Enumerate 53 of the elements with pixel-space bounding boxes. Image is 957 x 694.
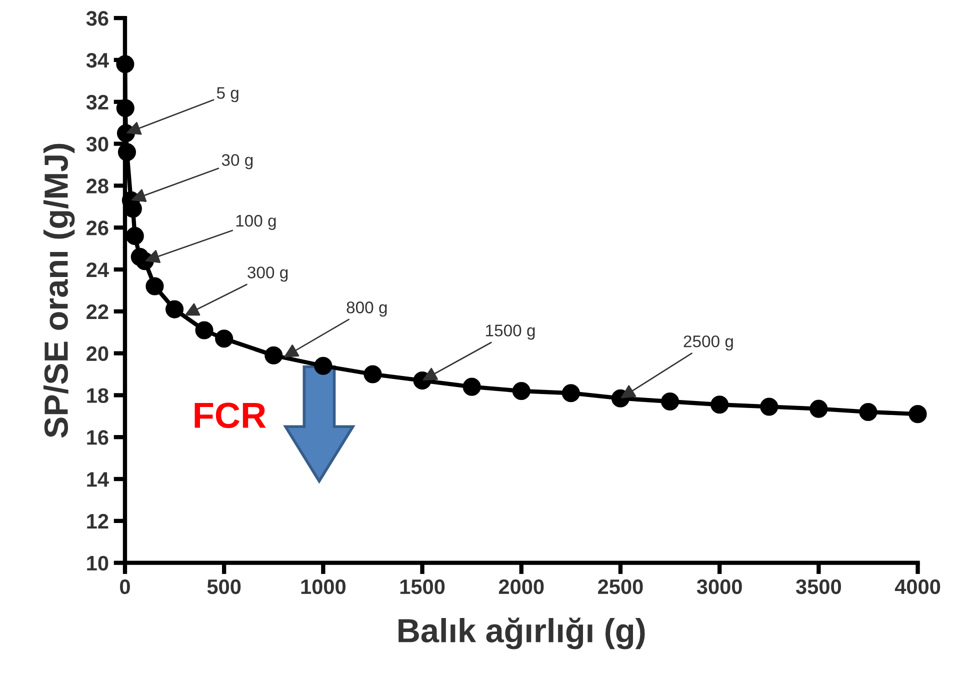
annotation: 300 g — [248, 266, 288, 282]
point — [116, 99, 134, 118]
point — [116, 55, 134, 74]
x-axis-title: Balık ağırlığı (g) — [398, 618, 645, 650]
x-tick-label: 500 — [207, 579, 241, 594]
x-tick-label: 1000 — [301, 579, 346, 594]
point — [126, 226, 144, 245]
point — [710, 396, 729, 414]
point — [810, 400, 828, 418]
x-tick-label: 1500 — [400, 579, 445, 594]
y-tick-label: 18 — [87, 388, 108, 403]
point — [512, 382, 530, 400]
point — [760, 398, 778, 416]
x-tick-label: 2000 — [498, 579, 544, 594]
point — [146, 277, 164, 296]
point — [195, 321, 214, 340]
x-tick-label: 3000 — [696, 579, 742, 594]
point — [660, 392, 680, 411]
point — [118, 143, 136, 162]
x-tick-label: 0 — [120, 579, 130, 594]
point — [264, 346, 283, 364]
x-tick-label: 2500 — [598, 579, 643, 594]
y-axis-title: SP/SE oranı (g/MJ) — [44, 144, 75, 438]
point — [562, 384, 580, 402]
annotation: 2500 g — [684, 335, 733, 351]
y-tick-label: 34 — [86, 52, 109, 68]
point — [462, 378, 481, 396]
annotation: 1500 g — [486, 324, 535, 340]
point — [364, 365, 382, 384]
y-tick-label: 28 — [86, 178, 108, 194]
y-tick-label: 26 — [86, 220, 108, 236]
annotation: FCR — [194, 402, 266, 428]
annotation: 5 g — [216, 87, 238, 102]
y-tick-label: 10 — [87, 556, 108, 571]
y-tick-label: 22 — [86, 304, 108, 319]
y-tick-label: 24 — [86, 262, 109, 278]
y-tick-label: 20 — [86, 346, 108, 362]
x-tick-label: 4000 — [894, 579, 940, 594]
y-tick-label: 30 — [86, 136, 108, 152]
point — [908, 405, 927, 424]
y-tick-label: 36 — [86, 11, 108, 26]
annotation: 100 g — [236, 214, 276, 230]
y-tick-label: 12 — [87, 514, 108, 528]
y-tick-label: 32 — [86, 94, 108, 110]
y-tick-label: 14 — [87, 472, 109, 487]
point — [859, 402, 878, 421]
point — [166, 300, 184, 318]
point — [314, 356, 332, 375]
x-tick-label: 3500 — [796, 579, 841, 594]
y-tick-label: 16 — [87, 430, 108, 445]
point — [215, 330, 234, 348]
annotation: 800 g — [346, 302, 387, 317]
annotation: 30 g — [222, 154, 253, 170]
